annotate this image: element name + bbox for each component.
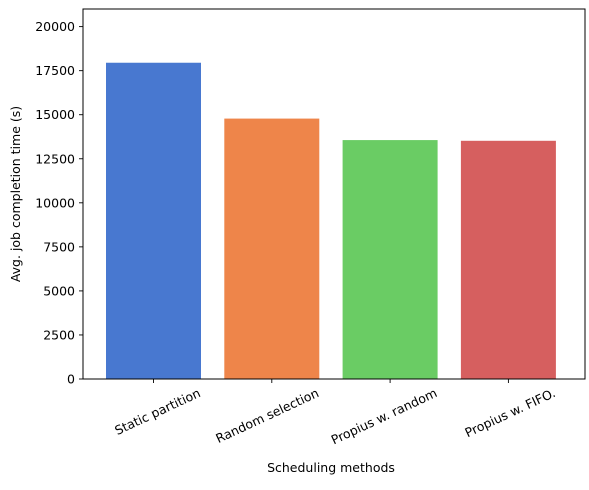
y-tick-label: 15000	[35, 107, 75, 122]
y-tick-label: 20000	[35, 19, 75, 34]
y-tick-label: 5000	[43, 283, 75, 298]
y-tick-label: 7500	[43, 239, 75, 254]
y-axis-ticks: 0 2500 5000 7500 10000 12500 15000 17500 20000	[35, 19, 83, 387]
x-tick-label: Static partition	[112, 385, 202, 438]
x-tick-label: Propius w. FIFO.	[462, 385, 557, 440]
x-tick-label: Random selection	[213, 385, 321, 446]
y-tick-label: 12500	[35, 151, 75, 166]
bars-layer	[106, 62, 556, 379]
y-tick-label: 10000	[35, 195, 75, 210]
x-tick-label: Propius w. random	[329, 385, 440, 447]
x-axis-label: Scheduling methods	[267, 460, 395, 475]
y-axis-label: Avg. job completion time (s)	[8, 106, 23, 282]
bar-2	[224, 118, 320, 379]
y-tick-label: 2500	[43, 327, 75, 342]
bar-3	[342, 140, 438, 379]
bar-1	[106, 62, 201, 379]
plot-area-frame	[82, 8, 586, 380]
y-tick-label: 17500	[35, 63, 75, 78]
bar-4	[460, 140, 556, 379]
x-axis-ticks: Static partition Random selection Propius …	[112, 379, 558, 447]
y-tick-label: 0	[67, 372, 75, 387]
